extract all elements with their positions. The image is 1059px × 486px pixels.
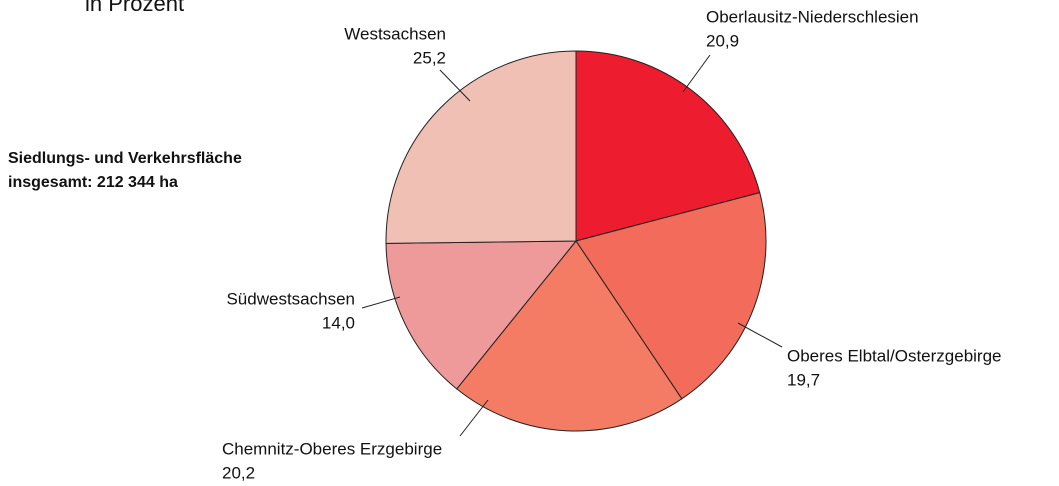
- leader-line: [361, 296, 401, 309]
- slice-label: Südwestsachsen: [226, 289, 355, 308]
- slice-label: Chemnitz-Oberes Erzgebirge: [222, 439, 442, 458]
- value-label: 19,7: [787, 370, 820, 389]
- pie-slice: [575, 191, 767, 400]
- pie-slice: [456, 240, 683, 432]
- value-label: 14,0: [322, 313, 355, 332]
- slice-label: Westsachsen: [344, 24, 446, 43]
- annotation: Siedlungs- und Verkehrsfläche: [8, 150, 242, 167]
- value-label: 20,2: [222, 463, 255, 482]
- value-label: 20,9: [706, 31, 739, 50]
- annotation: insgesamt: 212 344 ha: [8, 174, 178, 191]
- slice-label: Oberes Elbtal/Osterzgebirge: [787, 346, 1002, 365]
- slice-label: Oberlausitz-Niederschlesien: [706, 7, 919, 26]
- leader-line: [459, 399, 489, 437]
- value-label: 25,2: [413, 48, 446, 67]
- leader-line: [737, 322, 783, 348]
- leader-line: [439, 69, 471, 102]
- pie-slice: [575, 50, 761, 242]
- pie-slice: [385, 50, 577, 244]
- pie-slice: [385, 240, 578, 390]
- chart-subtitle: in Prozent: [85, 0, 184, 16]
- leader-line: [682, 54, 711, 93]
